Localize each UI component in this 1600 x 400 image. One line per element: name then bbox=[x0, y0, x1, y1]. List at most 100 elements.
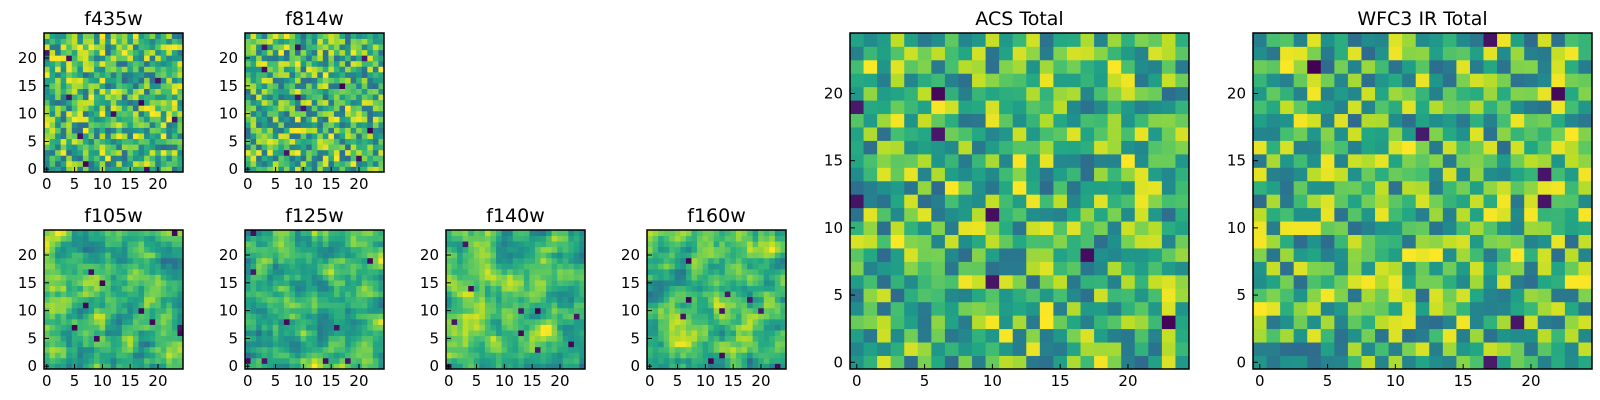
heatmap-cell bbox=[1066, 140, 1081, 155]
heatmap-cell bbox=[1080, 301, 1095, 316]
heatmap-cell bbox=[680, 268, 687, 275]
heatmap-cell bbox=[877, 140, 892, 155]
heatmap-cell bbox=[322, 252, 329, 259]
heatmap-cell bbox=[278, 33, 285, 39]
heatmap-cell bbox=[138, 285, 145, 292]
heatmap-cell bbox=[177, 83, 184, 89]
heatmap-cell bbox=[573, 307, 580, 314]
heatmap-cell bbox=[557, 318, 564, 325]
heatmap-cell bbox=[1039, 113, 1054, 128]
heatmap-cell bbox=[1053, 301, 1068, 316]
heatmap-cell bbox=[245, 155, 251, 162]
heatmap-cell bbox=[71, 263, 78, 270]
heatmap-cell bbox=[462, 246, 469, 253]
heatmap-cell bbox=[372, 257, 379, 264]
heatmap-cell bbox=[245, 257, 251, 264]
heatmap-cell bbox=[1039, 342, 1054, 356]
heatmap-cell bbox=[138, 246, 145, 253]
heatmap-cell bbox=[985, 274, 1000, 289]
heatmap-cell bbox=[1483, 315, 1498, 330]
heatmap-cell bbox=[1483, 207, 1498, 222]
heatmap-cell bbox=[322, 155, 329, 162]
heatmap-cell bbox=[1161, 221, 1176, 235]
heatmap-cell bbox=[272, 313, 279, 320]
heatmap-cell bbox=[1053, 261, 1068, 276]
heatmap-cell bbox=[1564, 261, 1579, 276]
heatmap-cell bbox=[49, 263, 56, 270]
heatmap-cell bbox=[1564, 194, 1579, 209]
heatmap-cell bbox=[1551, 180, 1566, 195]
heatmap-cell bbox=[1388, 127, 1403, 141]
heatmap-cell bbox=[71, 149, 78, 156]
heatmap-cell bbox=[350, 280, 357, 286]
heatmap-cell bbox=[105, 235, 112, 242]
heatmap-cell bbox=[256, 230, 263, 236]
heatmap-cell bbox=[295, 160, 301, 167]
heatmap-cell bbox=[55, 138, 62, 145]
x-tick-label: 15 bbox=[322, 175, 341, 193]
heatmap-cell bbox=[1012, 288, 1027, 303]
heatmap-cell bbox=[1026, 355, 1041, 370]
heatmap-cell bbox=[149, 160, 156, 167]
heatmap-cell bbox=[116, 335, 123, 342]
heatmap-cell bbox=[769, 252, 776, 259]
heatmap-cell bbox=[127, 274, 134, 281]
heatmap-cell bbox=[972, 86, 986, 101]
heatmap-cell bbox=[697, 318, 703, 325]
heatmap-cell bbox=[367, 257, 374, 264]
heatmap-cell bbox=[71, 341, 78, 348]
heatmap-cell bbox=[468, 241, 475, 248]
heatmap-cell bbox=[972, 248, 986, 262]
heatmap-cell bbox=[999, 86, 1014, 101]
heatmap-cell bbox=[972, 355, 986, 370]
heatmap-cell bbox=[82, 88, 89, 95]
heatmap-cell bbox=[116, 307, 123, 314]
heatmap-cell bbox=[283, 55, 290, 62]
heatmap-cell bbox=[283, 363, 290, 370]
heatmap-cell bbox=[1388, 180, 1403, 195]
heatmap-cell bbox=[367, 324, 374, 331]
heatmap-cell bbox=[1161, 207, 1176, 222]
heatmap-cell bbox=[1402, 113, 1417, 128]
heatmap-cell bbox=[55, 363, 62, 370]
heatmap-cell bbox=[931, 73, 946, 88]
heatmap-cell bbox=[944, 301, 959, 316]
heatmap-cell bbox=[658, 307, 665, 314]
heatmap-cell bbox=[66, 166, 73, 173]
heatmap-cell bbox=[306, 302, 313, 309]
heatmap-cell bbox=[345, 33, 352, 39]
heatmap-cell bbox=[71, 324, 78, 331]
heatmap-cell bbox=[713, 318, 720, 325]
heatmap-cell bbox=[529, 268, 536, 275]
x-tick-label: 20 bbox=[349, 175, 368, 193]
heatmap-cell bbox=[60, 121, 67, 128]
heatmap-cell bbox=[267, 110, 274, 117]
heatmap-cell bbox=[663, 274, 670, 281]
heatmap-cell bbox=[177, 318, 184, 325]
heatmap-cell bbox=[1280, 127, 1295, 141]
heatmap-cell bbox=[333, 346, 340, 353]
heatmap-cell bbox=[1564, 248, 1579, 262]
heatmap-cell bbox=[769, 263, 776, 270]
heatmap-cell bbox=[512, 363, 519, 370]
heatmap-cell bbox=[1121, 342, 1136, 356]
heatmap-cell bbox=[339, 55, 346, 62]
heatmap-cell bbox=[306, 252, 313, 259]
heatmap-cell bbox=[523, 318, 530, 325]
heatmap-cell bbox=[747, 246, 754, 253]
heatmap-cell bbox=[105, 33, 112, 39]
heatmap-cell bbox=[958, 167, 973, 182]
heatmap-cell bbox=[144, 235, 151, 242]
heatmap-cell bbox=[177, 71, 184, 78]
heatmap-cell bbox=[551, 341, 558, 348]
heatmap-cell bbox=[99, 38, 106, 45]
heatmap-cell bbox=[105, 246, 112, 253]
heatmap-cell bbox=[171, 71, 178, 78]
heatmap-cell bbox=[546, 330, 553, 337]
heatmap-cell bbox=[121, 241, 128, 248]
heatmap-cell bbox=[345, 318, 352, 325]
heatmap-cell bbox=[647, 346, 653, 353]
heatmap-cell bbox=[77, 252, 84, 259]
heatmap-cell bbox=[944, 113, 959, 128]
heatmap-cell bbox=[261, 71, 268, 78]
